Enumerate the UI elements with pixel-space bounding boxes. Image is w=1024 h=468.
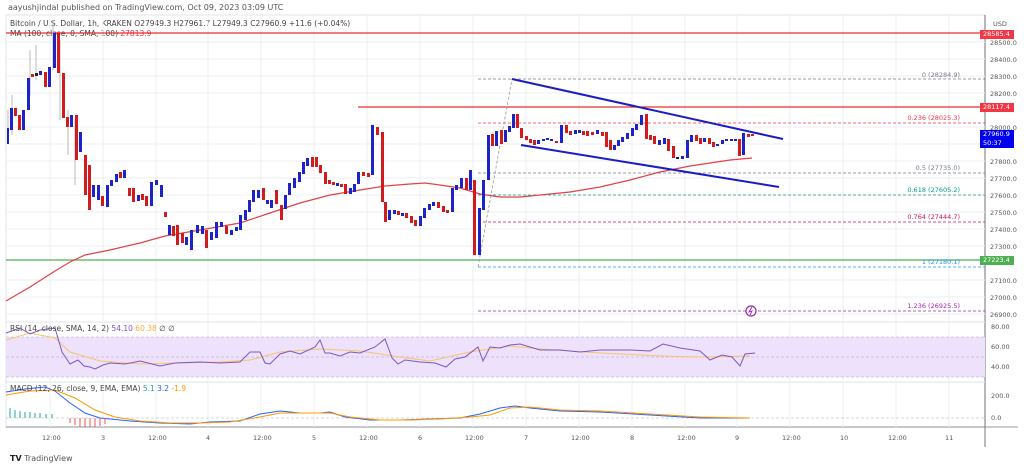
price-tick: 28500.0 <box>990 39 1017 47</box>
price-tick: 27600.0 <box>990 192 1017 200</box>
bar-countdown: 50:37 <box>983 139 1002 147</box>
fib-label: 1.236 (26925.5) <box>907 302 960 310</box>
fib-label: 0 (28284.9) <box>921 71 960 79</box>
price-tick: 27000.0 <box>990 294 1017 302</box>
rsi-tick: 60.00 <box>991 343 1010 351</box>
price-tick: 27700.0 <box>990 175 1017 183</box>
time-tick: 12:00 <box>571 434 590 442</box>
price-tick: 28200.0 <box>990 90 1017 98</box>
price-tick: 28300.0 <box>990 73 1017 81</box>
price-tick: 27100.0 <box>990 277 1017 285</box>
time-tick: 12:00 <box>465 434 484 442</box>
upper-trendline <box>511 78 784 140</box>
rsi-value: 54.10 <box>111 324 133 333</box>
time-tick: 4 <box>206 434 211 442</box>
candlesticks <box>7 20 754 255</box>
symbol-legend: Bitcoin / U.S. Dollar, 1h, KRAKEN O27949… <box>10 19 351 28</box>
time-tick: 12:00 <box>42 434 61 442</box>
time-tick: 5 <box>312 434 317 442</box>
currency-label: USD <box>993 20 1007 28</box>
lower-trendline <box>520 144 780 188</box>
time-tick: 12:00 <box>782 434 801 442</box>
tv-logo-icon: TV <box>10 454 22 463</box>
support-tag: 27223.4 <box>980 256 1014 265</box>
fib-label: 1 (27180.1) <box>921 258 960 266</box>
rsi-label: RSI (14, close, SMA, 14, 2) <box>10 324 110 333</box>
macd-hist-value: -1.9 <box>171 384 187 393</box>
price-tick: 27400.0 <box>990 226 1017 234</box>
resistance-tag: 28117.4 <box>980 103 1014 112</box>
publisher-line: aayushjindal published on TradingView.co… <box>8 3 284 12</box>
time-tick: 9 <box>735 434 740 442</box>
rsi-tick: 40.00 <box>991 363 1010 371</box>
time-tick: 10 <box>840 434 849 442</box>
ma-line <box>5 157 753 302</box>
top-resistance-tag: 28585.4 <box>980 30 1014 39</box>
fib-label: 0.5 (27735.0) <box>915 164 960 172</box>
fib-label: 0.764 (27444.7) <box>907 213 960 221</box>
fib-lines <box>477 78 985 312</box>
tradingview-logo[interactable]: TV TradingView <box>10 454 73 463</box>
time-tick: 11 <box>945 434 954 442</box>
fib-label: 0.618 (27605.2) <box>907 186 960 194</box>
logo-text: TradingView <box>24 454 73 463</box>
price-tick: 27800.0 <box>990 158 1017 166</box>
time-tick: 12:00 <box>888 434 907 442</box>
macd-legend: MACD (12, 26, close, 9, EMA, EMA) 5.1 3.… <box>10 384 186 393</box>
price-tick: 27300.0 <box>990 243 1017 251</box>
current-price: 27960.9 <box>983 130 1010 138</box>
time-tick: 12:00 <box>148 434 167 442</box>
macd-signal-value: 3.2 <box>157 384 170 393</box>
price-tick: 28000.0 <box>990 124 1017 132</box>
current-price-tag: 27960.9 50:37 <box>980 130 1014 148</box>
time-tick: 8 <box>630 434 635 442</box>
rsi-tick: 80.00 <box>991 323 1010 331</box>
macd-label: MACD (12, 26, close, 9, EMA, EMA) <box>10 384 141 393</box>
time-tick: 12:00 <box>677 434 696 442</box>
price-tick: 27500.0 <box>990 209 1017 217</box>
rsi-line <box>5 327 756 370</box>
time-tick: 12:00 <box>253 434 272 442</box>
price-tick: 26900.0 <box>990 311 1017 319</box>
macd-histogram <box>9 408 53 418</box>
time-tick: 3 <box>101 434 106 442</box>
time-tick: 7 <box>524 434 529 442</box>
rsi-legend: RSI (14, close, SMA, 14, 2) 54.10 60.38 … <box>10 324 175 333</box>
macd-tick: 200.0 <box>991 392 1010 400</box>
fib-label: 0.236 (28025.3) <box>907 114 960 122</box>
rsi-extra: ∅ ∅ <box>159 324 175 333</box>
price-tick: 28400.0 <box>990 56 1017 64</box>
time-tick: 6 <box>418 434 423 442</box>
signal-line <box>5 389 751 424</box>
grid-horizontal <box>6 41 985 315</box>
rsi-sma-value: 60.38 <box>135 324 157 333</box>
macd-value: 5.1 <box>142 384 155 393</box>
time-tick: 12:00 <box>359 434 378 442</box>
macd-tick: 0.0 <box>991 414 1002 422</box>
